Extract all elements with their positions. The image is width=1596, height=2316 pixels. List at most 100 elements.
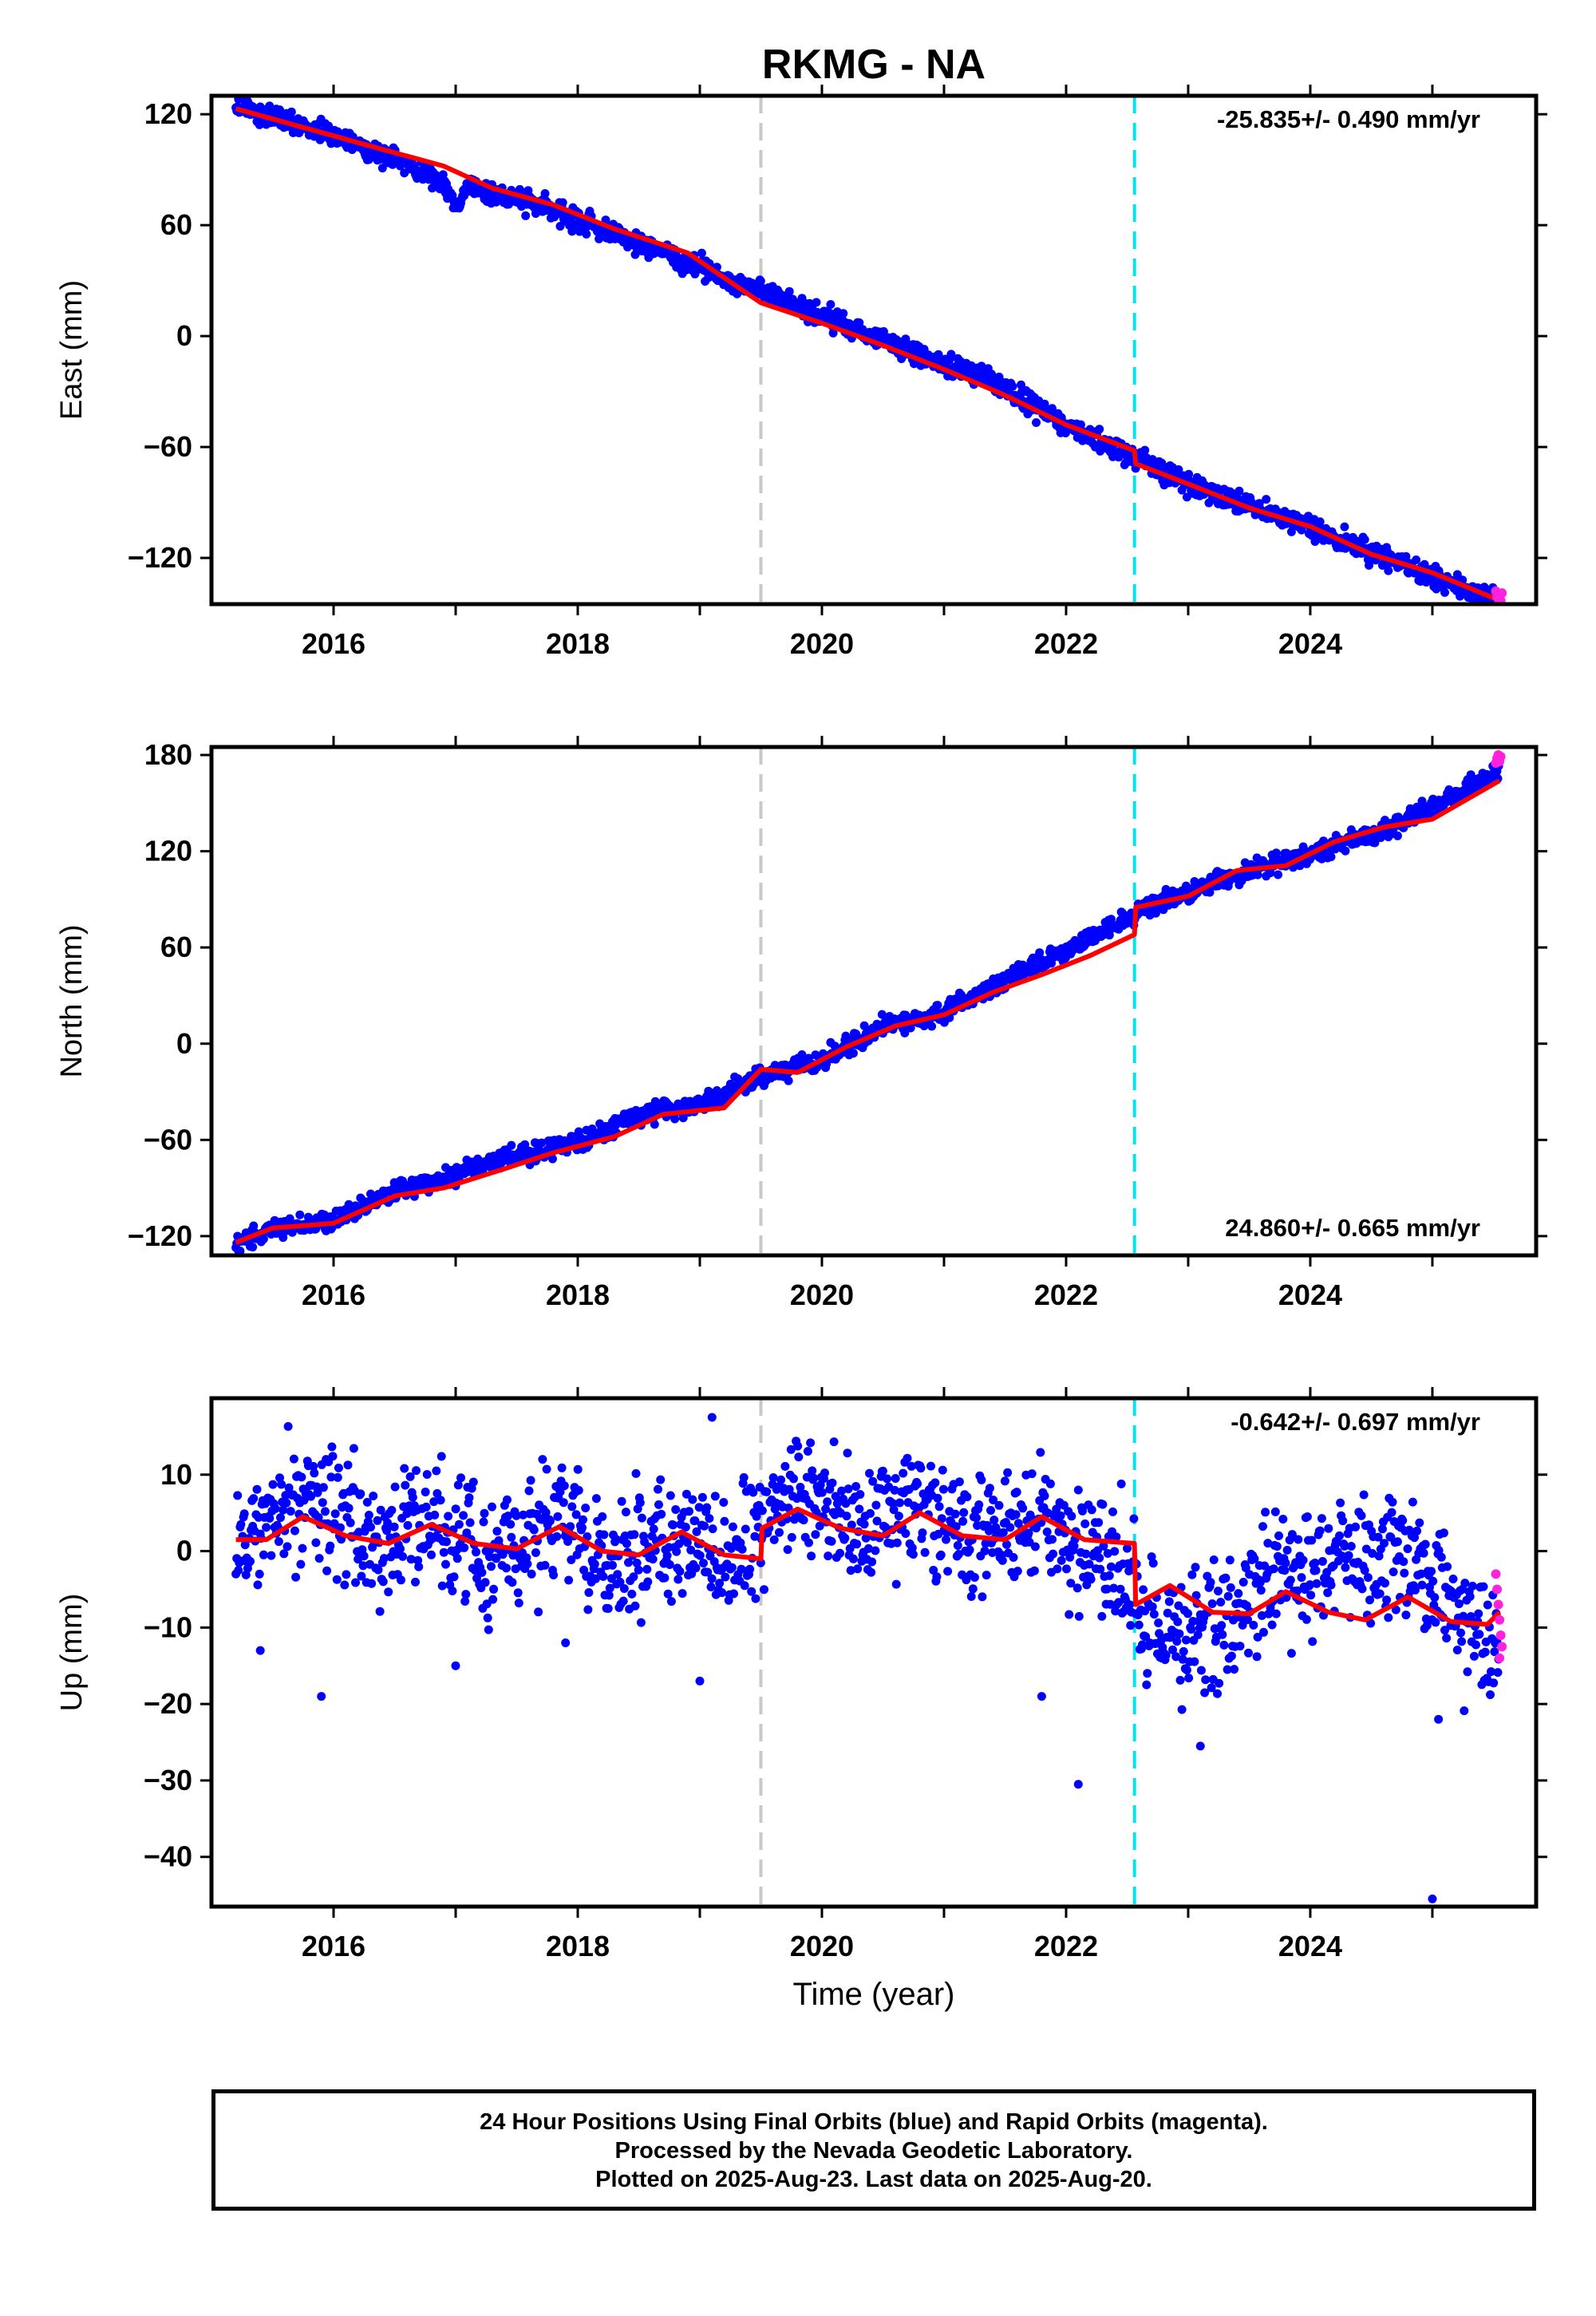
- final-orbit-point: [538, 1455, 547, 1464]
- final-orbit-point: [559, 1498, 568, 1508]
- final-orbit-point: [710, 1492, 720, 1501]
- final-orbit-point: [1287, 1530, 1297, 1539]
- final-orbit-point: [479, 1517, 488, 1527]
- final-orbit-point: [377, 164, 387, 173]
- final-orbit-point: [1193, 1630, 1203, 1639]
- final-orbit-point: [1436, 1552, 1446, 1562]
- final-orbit-point: [1311, 1566, 1321, 1575]
- final-orbit-point: [531, 1548, 540, 1557]
- final-orbit-point: [1190, 1657, 1199, 1666]
- final-orbit-point: [1230, 1665, 1239, 1674]
- final-orbit-point: [1272, 1542, 1282, 1551]
- final-orbit-point: [364, 1511, 373, 1520]
- final-orbit-point: [1238, 1620, 1247, 1630]
- final-orbit-point: [1346, 1542, 1356, 1551]
- final-orbit-point: [1286, 1575, 1295, 1585]
- final-orbit-point: [1370, 838, 1380, 848]
- final-orbit-point: [282, 1498, 291, 1508]
- y-tick-label: 0: [176, 1535, 192, 1567]
- final-orbit-point: [1173, 1617, 1183, 1626]
- final-orbit-point: [401, 1480, 410, 1490]
- final-orbit-point: [985, 1484, 994, 1493]
- final-orbit-point: [460, 1543, 469, 1552]
- final-orbit-point: [932, 1572, 942, 1582]
- final-orbit-point: [994, 1500, 1004, 1510]
- final-orbit-point: [448, 1587, 457, 1595]
- final-orbit-point: [480, 1578, 490, 1587]
- final-orbit-point: [1465, 1592, 1475, 1601]
- final-orbit-point: [1448, 1575, 1458, 1583]
- final-orbit-point: [328, 1452, 338, 1461]
- final-orbit-point: [1483, 1600, 1492, 1610]
- final-orbit-point: [421, 1488, 430, 1496]
- rapid-orbit-point: [1493, 1599, 1503, 1610]
- x-tick-label: 2024: [1278, 627, 1342, 660]
- final-orbit-point: [1298, 1555, 1308, 1565]
- final-orbit-point: [720, 1516, 729, 1526]
- final-orbit-point: [598, 1512, 607, 1521]
- final-orbit-point: [968, 1584, 978, 1594]
- final-orbit-point: [615, 1577, 625, 1587]
- final-orbit-point: [841, 1031, 851, 1041]
- final-orbit-point: [930, 1478, 940, 1488]
- y-tick-label: −60: [144, 1123, 192, 1156]
- y-tick-label: 60: [160, 931, 192, 963]
- final-orbit-point: [1293, 1586, 1302, 1595]
- final-orbit-point: [681, 1489, 691, 1499]
- final-orbit-point: [670, 1114, 680, 1124]
- final-orbit-point: [1365, 1595, 1374, 1605]
- final-orbit-point: [375, 1607, 385, 1616]
- final-orbit-point: [477, 1567, 487, 1577]
- final-orbit-point: [907, 1461, 916, 1471]
- final-orbit-point: [1457, 1637, 1467, 1646]
- final-orbit-point: [1048, 1535, 1057, 1544]
- final-orbit-point: [1029, 1566, 1039, 1575]
- final-orbit-point: [629, 1572, 638, 1582]
- final-orbit-point: [387, 1505, 397, 1515]
- final-orbit-point: [1259, 1627, 1268, 1637]
- final-orbit-point: [865, 1468, 874, 1478]
- final-orbit-point: [584, 1588, 594, 1597]
- final-orbit-point: [506, 1520, 516, 1529]
- final-orbit-point: [1174, 1601, 1183, 1611]
- x-tick-label: 2018: [546, 627, 610, 660]
- final-orbit-point: [1179, 1646, 1188, 1656]
- final-orbit-point: [1393, 831, 1402, 840]
- final-orbit-point: [768, 1473, 778, 1482]
- final-orbit-point: [521, 211, 531, 220]
- final-orbit-point: [895, 1498, 904, 1508]
- final-orbit-point: [397, 1575, 405, 1585]
- final-orbit-point: [815, 1521, 824, 1531]
- x-tick-label: 2018: [546, 1279, 610, 1311]
- final-orbit-point: [1340, 1541, 1349, 1551]
- final-orbit-point: [891, 1579, 901, 1589]
- final-orbit-point: [685, 1507, 693, 1516]
- final-orbit-point: [464, 1493, 474, 1503]
- final-orbit-point: [1401, 551, 1411, 561]
- final-orbit-point: [1249, 1620, 1258, 1630]
- final-orbit-point: [465, 1518, 475, 1528]
- final-orbit-point: [913, 1479, 922, 1488]
- final-orbit-point: [1344, 1551, 1353, 1560]
- final-orbit-point: [567, 1555, 576, 1564]
- final-orbit-point: [603, 1604, 613, 1613]
- x-tick-label: 2024: [1278, 1279, 1342, 1311]
- final-orbit-point: [1187, 1625, 1196, 1634]
- final-orbit-point: [986, 1506, 995, 1515]
- final-orbit-point: [636, 1618, 646, 1627]
- final-orbit-point: [1280, 1566, 1290, 1575]
- final-orbit-point: [666, 1597, 676, 1607]
- final-orbit-point: [824, 1551, 833, 1561]
- final-orbit-point: [881, 1523, 890, 1532]
- final-orbit-point: [1110, 1547, 1120, 1556]
- final-orbit-point: [871, 1546, 880, 1555]
- final-orbit-point: [1000, 1476, 1009, 1486]
- final-orbit-point: [1216, 1598, 1226, 1607]
- final-orbit-point: [982, 1571, 991, 1580]
- final-orbit-point: [1002, 1539, 1011, 1549]
- final-orbit-point: [654, 1500, 663, 1509]
- final-orbit-point: [1017, 380, 1025, 389]
- final-orbit-point: [1053, 1564, 1062, 1574]
- final-orbit-point: [1174, 465, 1183, 474]
- final-orbit-point: [674, 1575, 683, 1584]
